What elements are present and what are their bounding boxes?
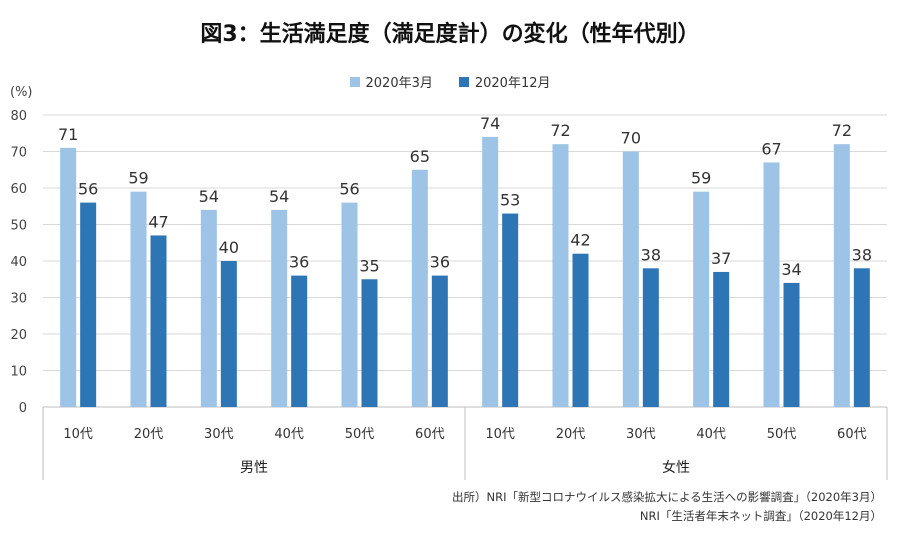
data-label: 74	[480, 114, 500, 133]
data-label: 70	[621, 129, 641, 148]
y-tick-label: 70	[10, 146, 27, 161]
bar-march	[60, 147, 77, 407]
data-label: 36	[430, 253, 450, 272]
bar-march	[200, 209, 217, 407]
bar-march	[833, 144, 850, 407]
data-label: 72	[832, 121, 852, 140]
legend-item-march: 2020年3月	[349, 72, 433, 91]
x-category-label: 10代	[485, 427, 515, 442]
data-label: 67	[761, 139, 781, 158]
y-tick-label: 50	[10, 219, 27, 234]
bar-march	[341, 202, 358, 407]
data-label: 65	[410, 147, 430, 166]
data-label: 40	[219, 238, 239, 257]
data-label: 35	[359, 256, 379, 275]
bar-march	[130, 191, 147, 407]
bar-december	[431, 275, 448, 407]
bar-december	[150, 235, 167, 407]
x-category-label: 30代	[626, 427, 656, 442]
legend-label-december: 2020年12月	[474, 76, 551, 91]
bar-march	[622, 151, 639, 407]
y-tick-label: 30	[10, 292, 27, 307]
x-category-label: 20代	[134, 427, 164, 442]
data-label: 56	[78, 180, 98, 199]
bar-december	[80, 202, 97, 407]
source-note-2: NRI「生活者年末ネット調査」（2020年12月）	[639, 509, 882, 523]
data-label: 36	[289, 253, 309, 272]
bar-december	[783, 282, 800, 407]
x-category-label: 50代	[345, 427, 375, 442]
x-category-label: 60代	[837, 427, 867, 442]
bar-december	[220, 261, 237, 407]
data-label: 37	[711, 249, 731, 268]
y-tick-label: 40	[10, 255, 27, 270]
x-category-label: 50代	[767, 427, 797, 442]
group-label: 男性	[240, 460, 268, 476]
x-category-label: 40代	[696, 427, 726, 442]
bar-december	[502, 213, 519, 407]
bar-march	[693, 191, 710, 407]
x-category-label: 30代	[204, 427, 234, 442]
data-label: 38	[852, 245, 872, 264]
y-tick-label: 20	[10, 328, 27, 343]
y-tick-label: 80	[10, 109, 27, 124]
x-category-label: 20代	[556, 427, 586, 442]
bar-december	[572, 253, 589, 407]
data-label: 42	[570, 231, 590, 250]
y-tick-label: 0	[19, 401, 27, 416]
bar-december	[361, 279, 378, 407]
bar-december	[642, 268, 659, 407]
data-label: 54	[199, 187, 219, 206]
source-note-1: 出所）NRI「新型コロナウイルス感染拡大による生活への影響調査」（2020年3月…	[452, 490, 882, 504]
x-category-label: 10代	[63, 427, 93, 442]
data-label: 59	[691, 169, 711, 188]
legend: 2020年3月 2020年12月	[0, 72, 900, 91]
data-label: 34	[781, 260, 801, 279]
legend-swatch-march	[349, 76, 360, 87]
chart-title: 図3：生活満足度（満足度計）の変化（性年代別）	[200, 22, 700, 47]
bar-march	[552, 144, 569, 407]
bar-december	[291, 275, 308, 407]
group-label: 女性	[662, 459, 690, 476]
x-category-label: 60代	[415, 427, 445, 442]
legend-swatch-december	[458, 76, 469, 87]
bar-march	[763, 162, 780, 407]
data-label: 53	[500, 191, 520, 210]
y-axis-unit: (%)	[10, 85, 33, 100]
bar-december	[853, 268, 870, 407]
legend-item-december: 2020年12月	[458, 72, 551, 91]
data-label: 72	[550, 121, 570, 140]
data-label: 56	[339, 180, 359, 199]
data-label: 59	[128, 169, 148, 188]
data-label: 54	[269, 187, 289, 206]
bar-december	[713, 271, 730, 407]
data-label: 38	[641, 245, 661, 264]
legend-label-march: 2020年3月	[365, 76, 433, 91]
data-label: 47	[148, 212, 168, 231]
bar-march	[411, 169, 428, 407]
y-tick-label: 60	[10, 182, 27, 197]
x-category-label: 40代	[274, 427, 304, 442]
y-tick-label: 10	[10, 365, 27, 380]
bar-march	[271, 209, 288, 407]
bar-march	[482, 136, 499, 407]
data-label: 71	[58, 125, 78, 144]
